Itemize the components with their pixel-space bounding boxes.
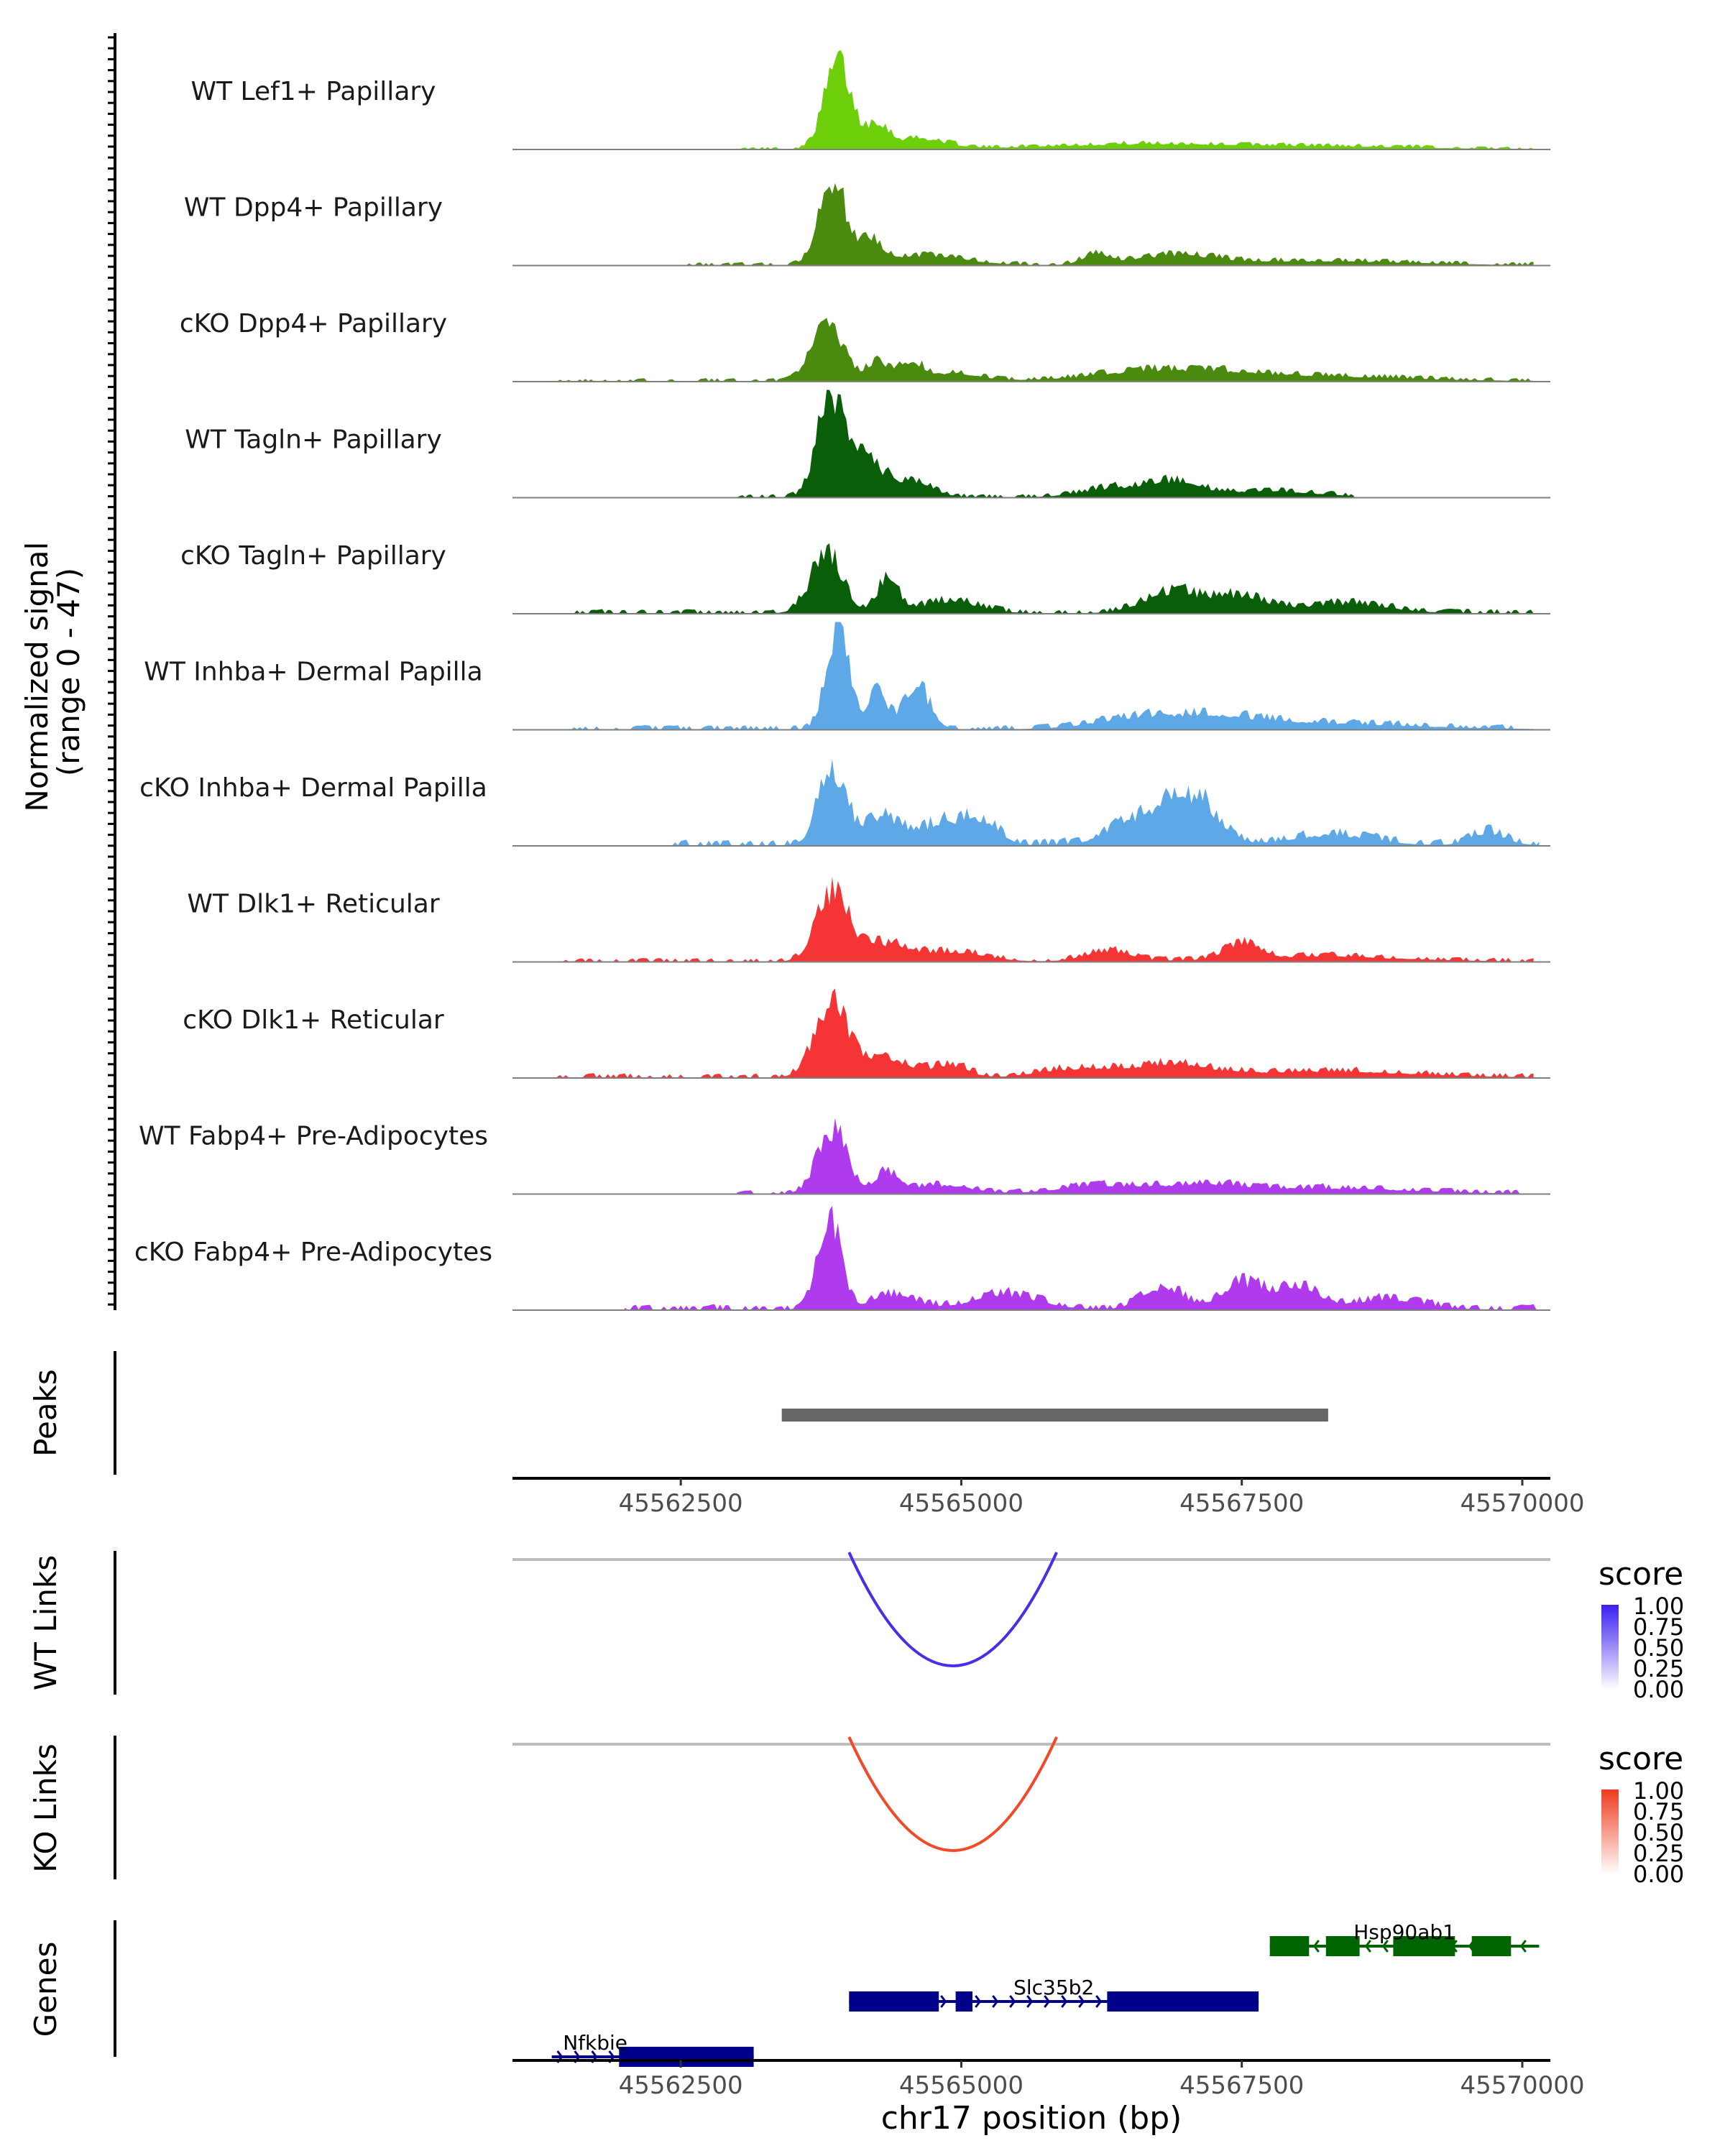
track-label: cKO Dpp4+ Papillary (180, 309, 447, 338)
wt-legend-tick: 0.00 (1633, 1676, 1684, 1703)
track-label: cKO Dlk1+ Reticular (183, 1005, 444, 1035)
wt-legend-title: score (1598, 1556, 1683, 1593)
gene-exon (955, 1991, 972, 2012)
strand-chevron (1364, 1940, 1371, 1953)
peaks-x-ticks: 45562500 45565000 45567500 45570000 (619, 1478, 1585, 1518)
coverage-area (737, 390, 1354, 498)
gene-exon (1325, 1936, 1360, 1956)
coverage-track: WT Lef1+ Papillary (191, 50, 1550, 150)
strand-chevron (1026, 1995, 1034, 2008)
ko-score-legend: score 1.00 0.75 0.50 0.25 0.00 (1598, 1741, 1684, 1888)
strand-chevron (1061, 1995, 1068, 2008)
strand-chevron (940, 1995, 947, 2008)
ko-legend-tick: 0.25 (1633, 1840, 1684, 1867)
strand-chevron (1044, 1995, 1051, 2008)
wt-score-legend: score 1.00 0.75 0.50 0.25 0.00 (1598, 1556, 1684, 1703)
strand-chevron (1312, 1940, 1320, 1953)
coverage-area (737, 1118, 1522, 1194)
wt-link-arc (847, 1552, 1058, 1667)
genes-label: Genes (28, 1942, 63, 2037)
ko-link-arc (847, 1736, 1058, 1852)
coverage-track: WT Fabp4+ Pre-Adipocytes (139, 1118, 1550, 1195)
coverage-area (737, 50, 1534, 149)
x-tick-label: 45565000 (899, 2071, 1024, 2100)
ko-legend-gradient (1601, 1789, 1619, 1874)
ko-legend-title: score (1598, 1741, 1683, 1777)
wt-legend-tick: 0.75 (1633, 1613, 1684, 1641)
x-axis-title: chr17 position (bp) (881, 2100, 1182, 2137)
track-label: WT Dpp4+ Papillary (184, 193, 443, 223)
coverage-track: WT Tagln+ Papillary (185, 390, 1550, 499)
track-label: WT Inhba+ Dermal Papilla (144, 658, 482, 687)
track-label: WT Fabp4+ Pre-Adipocytes (139, 1122, 488, 1151)
coverage-track: WT Inhba+ Dermal Papilla (144, 622, 1550, 731)
gene-label: Slc35b2 (1013, 1976, 1094, 1999)
x-tick-label: 45567500 (1179, 1489, 1304, 1518)
coverage-y-axis (108, 33, 116, 1310)
coverage-ylabel: Normalized signal (range 0 - 47) (19, 532, 86, 811)
gene-exon (849, 1991, 939, 2012)
gene-label: Hsp90ab1 (1353, 1920, 1455, 1944)
coverage-track: cKO Fabp4+ Pre-Adipocytes (134, 1205, 1550, 1311)
coverage-track: WT Dpp4+ Papillary (184, 183, 1550, 267)
coverage-area (669, 759, 1540, 846)
strand-chevron (1078, 1995, 1085, 2008)
strand-chevron (1095, 1995, 1103, 2008)
strand-chevron (1009, 1995, 1016, 2008)
gene-label: Nfkbie (563, 2031, 627, 2055)
gene-exon (1107, 1991, 1259, 2012)
peaks-panel: Peaks 45562500 45565000 45567500 45570000 (28, 1351, 1585, 1518)
coverage-tracks: WT Lef1+ Papillary WT Dpp4+ Papillary cKO … (134, 50, 1550, 1311)
coverage-track: cKO Dpp4+ Papillary (180, 309, 1550, 382)
wt-legend-tick: 0.25 (1633, 1655, 1684, 1682)
gene-models: Hsp90ab1 Slc35b2 Nfkbie (551, 1920, 1540, 2067)
gene-exon (1471, 1936, 1512, 1956)
strand-chevron (1381, 1940, 1389, 1953)
coverage-panel: Normalized signal (range 0 - 47) WT Lef1… (19, 33, 1550, 1311)
x-tick-label: 45567500 (1179, 2071, 1304, 2100)
wt-legend-gradient (1601, 1605, 1619, 1690)
gene-exon (619, 2047, 754, 2067)
strand-chevron (1519, 1940, 1527, 1953)
gene-exon (1393, 1936, 1455, 1956)
gene-model: Slc35b2 (849, 1976, 1259, 2012)
coverage-track: cKO Inhba+ Dermal Papilla (139, 759, 1550, 847)
track-label: WT Tagln+ Papillary (185, 425, 442, 455)
x-tick-label: 45570000 (1460, 1489, 1584, 1518)
ko-legend-tick: 0.50 (1633, 1819, 1684, 1846)
wt-legend-tick: 1.00 (1633, 1593, 1684, 1620)
gene-model: Hsp90ab1 (1269, 1920, 1540, 1956)
track-label: cKO Fabp4+ Pre-Adipocytes (134, 1238, 492, 1267)
coverage-track: cKO Tagln+ Papillary (180, 541, 1550, 614)
peaks-label: Peaks (28, 1369, 63, 1457)
track-label: cKO Inhba+ Dermal Papilla (139, 773, 487, 803)
ko-legend-tick: 0.00 (1633, 1861, 1684, 1888)
ko-legend-tick: 0.75 (1633, 1798, 1684, 1825)
track-label: cKO Tagln+ Papillary (180, 541, 446, 571)
ko-links-panel: KO Links (28, 1736, 1550, 1879)
strand-chevron (992, 1995, 999, 2008)
wt-links-label: WT Links (28, 1555, 63, 1690)
peaks-regions (781, 1409, 1328, 1422)
ko-legend-tick: 1.00 (1633, 1777, 1684, 1805)
strand-chevron (975, 1995, 982, 2008)
peak-region (781, 1409, 1328, 1422)
coverage-track: cKO Dlk1+ Reticular (183, 988, 1550, 1079)
x-tick-label: 45565000 (899, 1489, 1024, 1518)
x-tick-label: 45562500 (619, 2071, 743, 2100)
coverage-track: WT Dlk1+ Reticular (187, 876, 1550, 963)
x-tick-label: 45570000 (1460, 2071, 1584, 2100)
track-label: WT Lef1+ Papillary (191, 77, 436, 106)
gene-exon (1269, 1936, 1310, 1956)
x-tick-label: 45562500 (619, 1489, 743, 1518)
genes-x-ticks: 45562500 45565000 45567500 45570000 (619, 2060, 1585, 2100)
wt-legend-tick: 0.50 (1633, 1634, 1684, 1662)
wt-links-panel: WT Links (28, 1551, 1550, 1695)
ko-links-label: KO Links (28, 1743, 63, 1873)
track-label: WT Dlk1+ Reticular (187, 890, 439, 919)
